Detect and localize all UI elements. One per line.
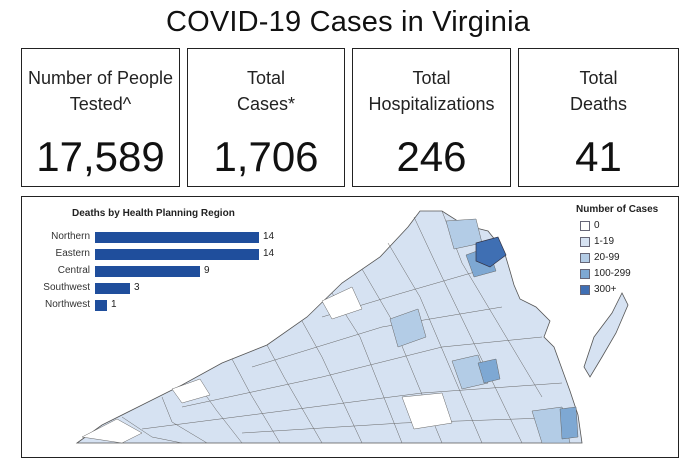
bar-label: Central xyxy=(57,265,90,276)
tested-card: Number of People Tested^ 17,589 xyxy=(21,48,180,187)
county-20-99-shenandoah xyxy=(389,308,427,348)
bar-value-label: 1 xyxy=(111,299,117,310)
bar-value-label: 14 xyxy=(263,248,275,259)
tested-label-line2: Tested^ xyxy=(69,94,132,114)
legend-swatch xyxy=(580,285,590,295)
county-100-299-henrico xyxy=(477,358,501,384)
legend-item-1-19[interactable]: 1-19 xyxy=(576,235,676,251)
deaths-label: Total Deaths xyxy=(519,65,678,117)
legend-label: 1-19 xyxy=(594,236,615,247)
virginia-state-outline xyxy=(75,210,583,444)
hospitalizations-value: 246 xyxy=(396,133,467,180)
hospitalizations-label-line2: Hospitalizations xyxy=(368,94,495,114)
legend-swatch xyxy=(580,253,590,263)
hospitalizations-label-line1: Total xyxy=(412,68,451,88)
map-panel: Deaths by Health Planning Region Norther… xyxy=(21,196,679,458)
legend-swatch xyxy=(580,221,590,231)
virginia-county-map[interactable] xyxy=(22,197,679,458)
legend-item-20-99[interactable]: 20-99 xyxy=(576,251,676,267)
deaths-value: 41 xyxy=(575,133,622,180)
cases-label-line1: Total xyxy=(246,68,286,88)
white-county-southwest xyxy=(81,418,143,444)
bar-row-northern[interactable]: Northern 14 xyxy=(22,231,322,243)
legend-item-300-plus[interactable]: 300+ xyxy=(576,283,676,299)
bar-label: Northwest xyxy=(44,299,90,310)
cases-legend: Number of Cases 0 1-19 20-99 100-299 300… xyxy=(576,204,676,299)
white-county-north xyxy=(321,286,363,320)
hospitalizations-label: Total Hospitalizations xyxy=(353,65,510,117)
eastern-shore xyxy=(583,292,629,378)
bar-row-central[interactable]: Central 9 xyxy=(22,265,322,277)
bar-row-eastern[interactable]: Eastern 14 xyxy=(22,248,322,260)
legend-label: 20-99 xyxy=(594,252,620,263)
bar[interactable] xyxy=(95,266,200,277)
tested-label-line1: Number of People xyxy=(27,68,174,88)
bar-row-northwest[interactable]: Northwest 1 xyxy=(22,299,322,311)
cases-card: Total Cases* 1,706 xyxy=(187,48,345,187)
bar-row-southwest[interactable]: Southwest 3 xyxy=(22,282,322,294)
legend-swatch xyxy=(580,237,590,247)
bar-value-label: 9 xyxy=(204,265,210,276)
legend-label: 0 xyxy=(594,220,600,231)
cases-value: 1,706 xyxy=(213,133,319,180)
bar[interactable] xyxy=(95,232,259,243)
hospitalizations-card: Total Hospitalizations 246 xyxy=(352,48,511,187)
tested-label: Number of People Tested^ xyxy=(22,65,179,117)
legend-label: 300+ xyxy=(594,284,617,295)
white-county-west xyxy=(171,378,211,404)
bar[interactable] xyxy=(95,249,259,260)
bar-value-label: 3 xyxy=(134,282,140,293)
bar-label: Southwest xyxy=(43,282,90,293)
deaths-label-line2: Deaths xyxy=(569,94,628,114)
legend-swatch xyxy=(580,269,590,279)
bar-value-label: 14 xyxy=(263,231,275,242)
bar-label: Northern xyxy=(51,231,90,242)
bar-label: Eastern xyxy=(55,248,90,259)
county-300plus-fairfax xyxy=(475,236,507,268)
white-county-central xyxy=(401,392,453,430)
cases-label-line2: Cases* xyxy=(236,94,296,114)
legend-title: Number of Cases xyxy=(576,204,659,215)
bar[interactable] xyxy=(95,300,107,311)
deaths-chart-title: Deaths by Health Planning Region xyxy=(72,208,235,219)
page-title: COVID-19 Cases in Virginia xyxy=(165,6,531,38)
tested-value: 17,589 xyxy=(36,133,165,180)
legend-item-100-299[interactable]: 100-299 xyxy=(576,267,676,283)
deaths-card: Total Deaths 41 xyxy=(518,48,679,187)
legend-item-0[interactable]: 0 xyxy=(576,219,676,235)
deaths-label-line1: Total xyxy=(579,68,618,88)
bar[interactable] xyxy=(95,283,130,294)
county-100-299-virginia-beach xyxy=(559,406,579,440)
legend-label: 100-299 xyxy=(594,268,631,279)
cases-label: Total Cases* xyxy=(188,65,344,117)
